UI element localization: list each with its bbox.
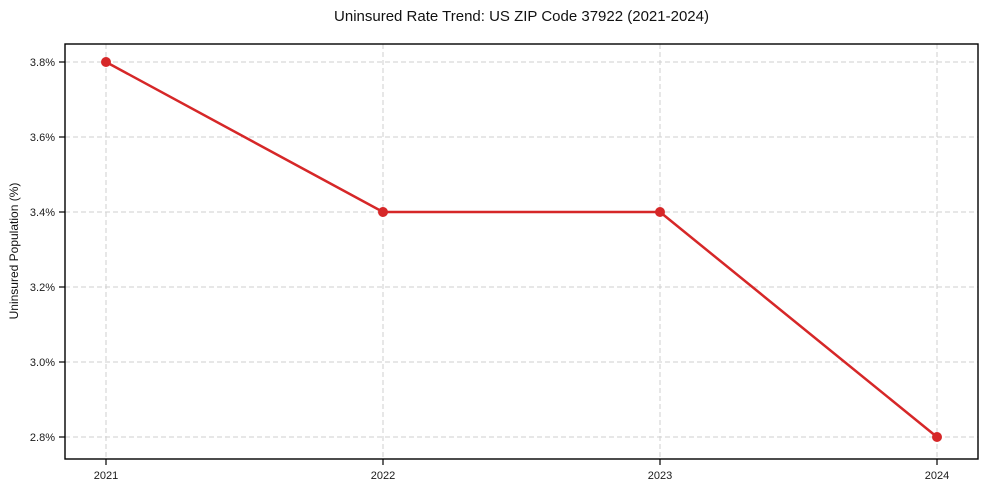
y-tick-label: 3.2% [30,282,55,294]
y-tick-label: 2.8% [30,432,55,444]
trend-line [104,60,939,439]
y-tick-label: 3.0% [30,357,55,369]
data-point-marker [932,432,942,442]
x-tick-label: 2023 [648,470,672,482]
x-tick-label: 2022 [371,470,395,482]
y-tick-label: 3.6% [30,132,55,144]
data-point-marker [655,207,665,217]
data-point-marker [378,207,388,217]
y-tick-label: 3.8% [30,57,55,69]
plot-border [64,43,979,460]
x-tick-label: 2024 [925,470,949,482]
x-tick-label: 2021 [94,470,118,482]
chart-title: Uninsured Rate Trend: US ZIP Code 37922 … [334,8,709,25]
y-tick-label: 3.4% [30,207,55,219]
data-point-marker [101,57,111,67]
